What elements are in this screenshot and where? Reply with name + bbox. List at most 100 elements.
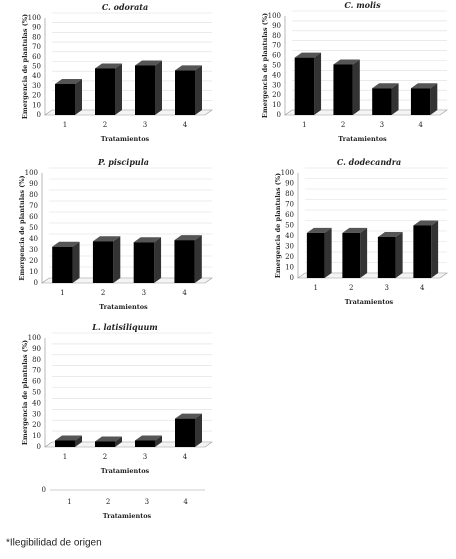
x-tick-label: 4 <box>420 284 425 292</box>
y-tick-label: 20 <box>32 421 41 429</box>
y-tick-label: 80 <box>29 191 38 199</box>
y-tick-label: 50 <box>32 63 41 71</box>
y-tick-label: 90 <box>272 22 281 30</box>
y-tick-label: 20 <box>272 91 281 99</box>
y-tick-label: 20 <box>29 257 38 265</box>
y-tick-label: 40 <box>272 71 281 79</box>
y-axis-label: Emergencia de plantulas (%) <box>21 14 29 119</box>
y-tick-label: 70 <box>32 367 41 375</box>
x-tick-label: 4 <box>183 453 188 461</box>
y-tick-label: 20 <box>32 92 41 100</box>
chart-title: C. molis <box>344 0 381 10</box>
bar <box>95 63 122 115</box>
y-tick-label: 100 <box>28 14 41 22</box>
x-axis-label: Tratamientos <box>338 135 387 143</box>
x-tick-label: 1 <box>314 284 318 292</box>
stray-tick-label: 3 <box>145 498 149 506</box>
y-axis-label: Emergencia de plantulas (%) <box>261 13 269 118</box>
y-tick-label: 50 <box>285 222 294 230</box>
x-tick-label: 3 <box>142 289 146 297</box>
chart-title: P. piscipula <box>97 157 149 167</box>
x-tick-label: 2 <box>341 121 345 129</box>
bar <box>135 60 162 115</box>
bar <box>413 220 439 278</box>
bar <box>55 435 82 447</box>
y-tick-label: 0 <box>37 111 41 119</box>
x-tick-label: 1 <box>63 453 67 461</box>
y-tick-label: 100 <box>281 169 294 177</box>
y-tick-label: 0 <box>290 274 294 282</box>
y-tick-label: 30 <box>32 410 41 418</box>
y-tick-label: 50 <box>32 389 41 397</box>
y-tick-label: 100 <box>268 12 281 20</box>
bar <box>377 232 403 278</box>
y-tick-label: 40 <box>285 232 294 240</box>
stray-tick-label: 2 <box>106 498 110 506</box>
chart-title: C. odorata <box>102 2 148 12</box>
y-tick-label: 70 <box>272 42 281 50</box>
y-axis-label: Emergencia de plantulas (%) <box>18 175 26 280</box>
stray-axis-label: Tratamientos <box>103 512 152 520</box>
bar <box>410 83 438 115</box>
y-tick-label: 30 <box>272 81 281 89</box>
bar <box>52 241 80 283</box>
x-tick-label: 2 <box>349 284 353 292</box>
x-tick-label: 4 <box>418 121 423 129</box>
y-tick-label: 70 <box>32 43 41 51</box>
y-tick-label: 0 <box>277 111 281 119</box>
y-tick-label: 80 <box>272 32 281 40</box>
bar <box>55 78 82 115</box>
bar <box>174 235 202 283</box>
y-tick-label: 90 <box>285 180 294 188</box>
x-tick-label: 1 <box>302 121 306 129</box>
bar <box>175 65 202 115</box>
y-tick-label: 30 <box>29 246 38 254</box>
y-axis-label: Emergencia de plantulas (%) <box>21 340 29 445</box>
chart-title: C. dodecandra <box>337 157 401 167</box>
y-tick-label: 60 <box>32 53 41 61</box>
y-axis-label: Emergencia de plantulas (%) <box>274 173 282 278</box>
y-tick-label: 40 <box>32 399 41 407</box>
x-tick-label: 1 <box>63 121 67 129</box>
x-tick-label: 1 <box>60 289 64 297</box>
bar <box>294 52 322 115</box>
bar <box>175 413 202 447</box>
chart-title: L. latisiliquum <box>91 322 157 332</box>
x-tick-label: 3 <box>380 121 384 129</box>
bar <box>133 237 162 283</box>
stray-zero: 0 <box>42 486 46 494</box>
x-axis-label: Tratamientos <box>101 467 150 475</box>
x-tick-label: 4 <box>183 121 188 129</box>
y-tick-label: 0 <box>34 279 38 287</box>
y-tick-label: 80 <box>285 190 294 198</box>
y-tick-label: 30 <box>285 243 294 251</box>
x-axis-label: Tratamientos <box>101 135 150 143</box>
bar <box>372 83 399 115</box>
y-tick-label: 100 <box>28 334 41 342</box>
y-tick-label: 40 <box>32 72 41 80</box>
bar <box>92 236 121 283</box>
x-tick-label: 3 <box>385 284 389 292</box>
x-tick-label: 3 <box>143 121 147 129</box>
x-axis-label: Tratamientos <box>99 303 148 311</box>
footnote: *Ilegibilidad de origen <box>6 538 102 549</box>
y-tick-label: 100 <box>25 169 38 177</box>
bar <box>306 227 332 278</box>
y-tick-label: 30 <box>32 82 41 90</box>
y-tick-label: 10 <box>32 101 41 109</box>
y-tick-label: 90 <box>32 345 41 353</box>
bar <box>342 227 368 278</box>
stray-tick-label: 1 <box>67 498 71 506</box>
y-tick-label: 60 <box>32 378 41 386</box>
x-tick-label: 2 <box>101 289 105 297</box>
y-tick-label: 40 <box>29 235 38 243</box>
y-tick-label: 90 <box>32 24 41 32</box>
y-tick-label: 90 <box>29 180 38 188</box>
x-tick-label: 4 <box>182 289 187 297</box>
y-tick-label: 0 <box>37 443 41 451</box>
y-tick-label: 20 <box>285 253 294 261</box>
stray-tick-label: 4 <box>183 498 188 506</box>
y-tick-label: 10 <box>29 268 38 276</box>
y-tick-label: 70 <box>285 201 294 209</box>
